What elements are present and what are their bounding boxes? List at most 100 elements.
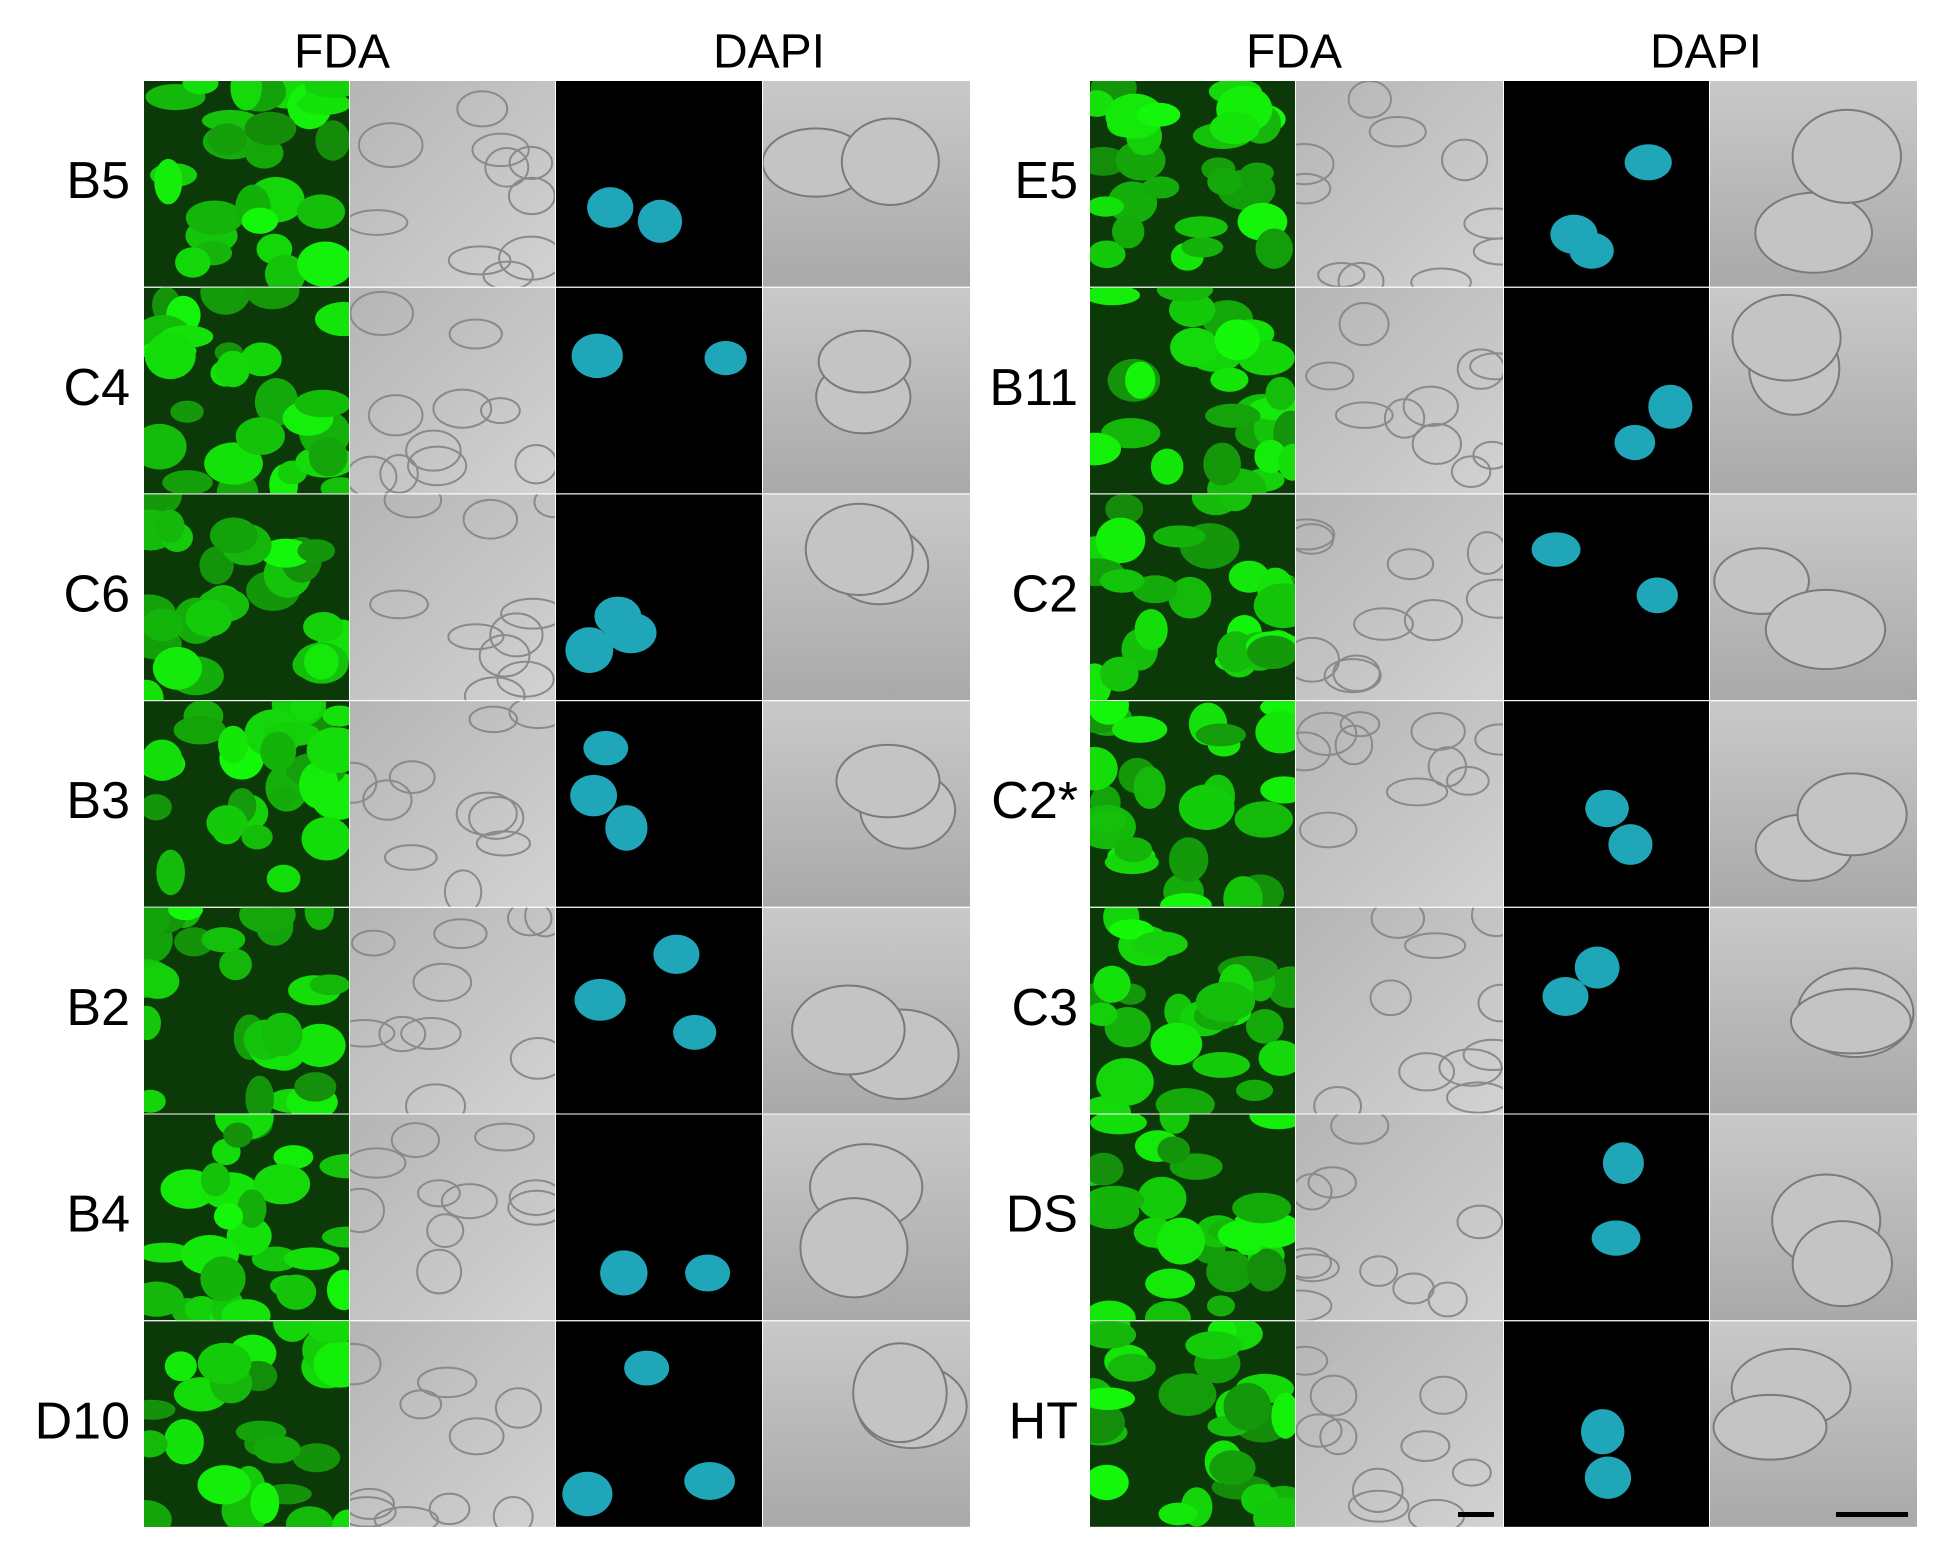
fda-cell	[1090, 240, 1126, 269]
dic-cell	[489, 612, 544, 658]
dic-cell	[1296, 1345, 1329, 1376]
nucleus	[685, 1254, 731, 1292]
dic-cell	[432, 388, 493, 429]
dapi-background	[1504, 494, 1709, 701]
dic-cell	[1368, 115, 1427, 148]
row-label: C2	[1012, 565, 1078, 623]
fda-cell	[144, 1430, 168, 1458]
fda-cell	[315, 120, 349, 161]
fda-cell	[285, 1506, 334, 1527]
dic-cell	[383, 844, 438, 871]
micrograph	[144, 907, 349, 1114]
dic-background	[350, 494, 555, 701]
fda-cell	[1090, 701, 1130, 725]
micrograph-content	[1090, 494, 1295, 701]
dic-cell	[1296, 172, 1332, 205]
fda-cell	[1192, 1052, 1250, 1078]
micrograph	[1710, 1114, 1917, 1321]
fda-cell	[1158, 1373, 1217, 1416]
dic-cell	[350, 1342, 382, 1386]
fda-cell	[1207, 168, 1243, 196]
dic-cell	[1299, 811, 1358, 849]
nucleus	[570, 774, 618, 817]
dapi-background	[556, 1114, 762, 1321]
fda-cell	[1090, 1114, 1147, 1135]
fda-cell	[144, 1005, 162, 1041]
fda-cell	[154, 509, 185, 543]
fda-cell	[1156, 1217, 1206, 1265]
dapi-background	[556, 287, 762, 494]
nucleus	[637, 199, 683, 243]
nucleus	[1569, 232, 1614, 269]
dic-cell	[447, 245, 512, 276]
dic-cell	[350, 1187, 385, 1234]
dic-cell	[1392, 1272, 1435, 1305]
dic-cell	[468, 795, 525, 840]
dic-cell	[1307, 1166, 1357, 1199]
micrograph-content	[1504, 907, 1709, 1114]
fda-cell	[290, 701, 322, 722]
fda-cell	[239, 907, 296, 934]
dic-cell	[1296, 1289, 1333, 1321]
fda-cell	[1090, 1321, 1137, 1349]
fda-cell	[1209, 1450, 1256, 1486]
micrograph-content	[1090, 907, 1295, 1114]
dic-cell	[1370, 907, 1426, 939]
fda-cell	[304, 643, 339, 680]
dic-cell	[1450, 455, 1492, 488]
dic-background	[1296, 1114, 1503, 1321]
micrograph	[763, 1321, 970, 1527]
nucleus	[1531, 532, 1581, 567]
row-label: C3	[1012, 979, 1078, 1037]
micrograph-content	[144, 1321, 349, 1527]
fda-cell	[200, 1256, 246, 1302]
fda-cell	[1247, 1248, 1287, 1292]
dapi-background	[1504, 1114, 1709, 1321]
dic-cell	[1337, 261, 1385, 287]
column-header: DAPI	[1650, 26, 1762, 79]
fda-cell	[1090, 1464, 1129, 1501]
fda-cell	[1133, 766, 1166, 810]
dic-cell	[1462, 1038, 1503, 1072]
dic-cell	[350, 455, 398, 494]
bf-cell	[1712, 1393, 1828, 1461]
dic-background	[350, 81, 555, 287]
column-header: FDA	[1246, 26, 1342, 79]
row-label: C4	[64, 359, 130, 417]
fda-cell	[301, 817, 349, 861]
fda-cell	[1153, 525, 1206, 548]
dic-cell	[388, 760, 436, 795]
micrograph-content	[1504, 287, 1709, 494]
dic-cell	[1472, 237, 1503, 266]
micrograph-content	[556, 907, 762, 1114]
micrograph	[144, 494, 349, 701]
bf-cell	[852, 1342, 948, 1444]
micrograph	[1296, 81, 1503, 287]
micrograph-content	[1296, 1321, 1503, 1527]
micrograph-content	[1090, 1114, 1295, 1321]
dic-cell	[1383, 398, 1426, 439]
dic-cell	[1438, 1048, 1503, 1087]
dic-cell	[379, 454, 419, 494]
nucleus	[653, 934, 700, 974]
micrograph	[1296, 494, 1503, 701]
micrograph-content	[1090, 287, 1295, 494]
fda-cell	[201, 109, 259, 132]
fda-cell	[309, 974, 349, 996]
dic-background	[1296, 81, 1503, 287]
dic-cell	[1470, 907, 1503, 938]
fda-cell	[314, 301, 349, 337]
micrograph	[350, 907, 555, 1114]
micrograph	[1090, 907, 1295, 1114]
nucleus	[1614, 424, 1656, 461]
fda-cell	[283, 1247, 340, 1271]
dic-cell	[350, 290, 414, 337]
micrograph	[1090, 1321, 1295, 1527]
row-label: C6	[64, 565, 130, 623]
dic-cell	[357, 122, 424, 169]
dic-cell	[1330, 1114, 1390, 1145]
micrograph-content	[556, 1321, 762, 1527]
micrograph-content	[556, 494, 762, 701]
fda-cell	[245, 137, 284, 169]
dic-cell	[508, 701, 555, 730]
